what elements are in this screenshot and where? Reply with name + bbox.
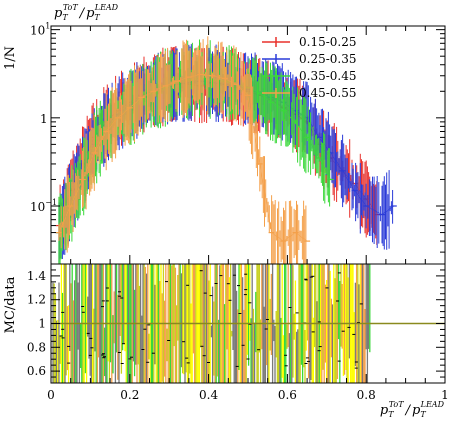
y-tick-label: 1 [38, 317, 46, 331]
x-tick-label: 0.8 [357, 388, 376, 402]
y-tick-label: 101 [30, 22, 50, 38]
legend-label: 0.25-0.35 [299, 52, 357, 66]
top-y-axis-label: 1/N [3, 46, 18, 70]
top-y-ticks: 10−1 1 101 [30, 22, 446, 264]
x-tick-label: 1 [441, 388, 449, 402]
y-tick-label: 1.4 [27, 269, 46, 283]
x-tick-label: 0.4 [199, 388, 218, 402]
top-corner-label: pTToT / pTLEAD [54, 3, 119, 22]
ratio-plot-content [51, 264, 445, 383]
x-axis-label: pTToT / pTLEAD [380, 400, 445, 419]
y-tick-label: 0.8 [27, 340, 46, 354]
series-line [58, 74, 308, 242]
main-panel: 10−1 1 101 0.15-0.25 0.25-0.35 0.35-0.45 0.45… [3, 3, 446, 265]
x-tick-label: 0.2 [120, 388, 139, 402]
legend-label: 0.15-0.25 [299, 35, 357, 49]
y-tick-label: 1 [40, 112, 48, 126]
top-plot-content [55, 36, 397, 264]
x-tick-label: 0.6 [278, 388, 297, 402]
y-tick-label: 0.6 [27, 364, 46, 378]
x-tick-label: 0 [47, 388, 55, 402]
ratio-ticks: 0.6 0.8 1 1.2 1.4 0 0.2 0.4 0.6 0.8 1 [27, 263, 449, 402]
legend-label: 0.45-0.55 [299, 86, 357, 100]
series-0.45-0.55 [55, 36, 311, 264]
ratio-y-axis-label: MC/data [3, 276, 18, 333]
legend-label: 0.35-0.45 [299, 69, 357, 83]
legend: 0.15-0.25 0.25-0.35 0.35-0.45 0.45-0.55 [262, 35, 357, 100]
y-tick-label: 1.2 [27, 293, 46, 307]
y-tick-label: 10−1 [30, 198, 57, 214]
ratio-panel: 0.6 0.8 1 1.2 1.4 0 0.2 0.4 0.6 0.8 1 MC/data pTTo… [3, 263, 449, 419]
